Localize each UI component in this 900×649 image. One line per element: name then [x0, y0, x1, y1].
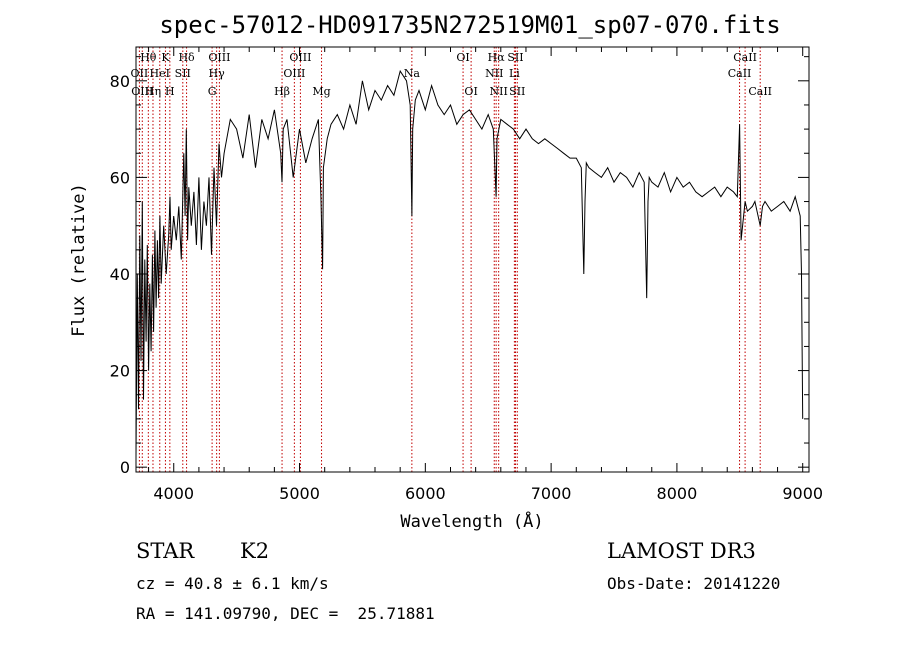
- x-tick-label: 4000: [153, 484, 194, 503]
- object-class: STAR: [136, 539, 195, 563]
- plot-frame: [135, 46, 810, 473]
- spectral-line-label: OII: [131, 67, 149, 80]
- y-tick-label: 20: [110, 362, 130, 381]
- x-tick-label: 8000: [657, 484, 698, 503]
- spectral-line-label: Hδ: [178, 51, 195, 64]
- spectral-line-label: HeI: [150, 67, 170, 80]
- object-subclass: K2: [240, 539, 270, 563]
- spectral-line-label: CaII: [728, 67, 752, 80]
- spectral-line-label: OIII: [131, 85, 153, 98]
- survey-name: LAMOST DR3: [607, 539, 756, 563]
- spectral-line-label: NII: [485, 67, 503, 80]
- spectral-line-label: Hγ: [209, 67, 226, 80]
- spectral-line-label: OIII: [208, 51, 230, 64]
- spectral-line-markers: [138, 47, 761, 472]
- spectral-line-label: SII: [509, 85, 525, 98]
- spectral-line-label: CaII: [733, 51, 757, 64]
- spectral-line-label: NII: [490, 85, 508, 98]
- spectral-line-label: CaII: [748, 85, 772, 98]
- x-tick-label: 7000: [531, 484, 572, 503]
- spectral-line-label: Hη: [145, 85, 161, 98]
- y-tick-label: 0: [120, 458, 130, 477]
- x-tick-label: 6000: [405, 484, 446, 503]
- spectral-line-label: H: [165, 85, 175, 98]
- spectral-line-label: SII: [175, 67, 191, 80]
- chart-title: spec-57012-HD091735N272519M01_sp07-070.f…: [159, 11, 780, 39]
- spectral-line-label: OIII: [289, 51, 311, 64]
- y-tick-label: 40: [110, 265, 130, 284]
- redshift-cz: cz = 40.8 ± 6.1 km/s: [136, 574, 329, 593]
- y-tick-label: 60: [110, 168, 130, 187]
- spectral-line-label: Hβ: [274, 85, 290, 98]
- observation-date: Obs-Date: 20141220: [607, 574, 781, 593]
- x-tick-label: 5000: [279, 484, 320, 503]
- spectral-line-label: Hθ: [140, 51, 157, 64]
- spectral-line-label: Mg: [312, 85, 330, 98]
- ra-dec: RA = 141.09790, DEC = 25.71881: [136, 604, 435, 623]
- y-axis-label: Flux (relative): [69, 183, 89, 337]
- axis-ticks: 4000 5000 6000 7000 8000 9000 0 20 40 60 80: [110, 47, 823, 503]
- spectral-line-label: OI: [464, 85, 477, 98]
- y-tick-label: 80: [110, 72, 130, 91]
- spectral-line-label: Na: [404, 67, 421, 80]
- flux-series: [135, 69, 804, 458]
- spectral-line-label: Hα: [488, 51, 506, 64]
- x-tick-label: 9000: [782, 484, 823, 503]
- spectral-line-label: K: [161, 51, 170, 64]
- spectral-line-label: G: [208, 85, 217, 98]
- x-axis-label: Wavelength (Å): [400, 510, 543, 532]
- spectral-line-label: OI: [456, 51, 469, 64]
- spectral-line-label: Li: [509, 67, 520, 80]
- spectral-line-label: OIII: [283, 67, 305, 80]
- spectral-line-label: SII: [507, 51, 523, 64]
